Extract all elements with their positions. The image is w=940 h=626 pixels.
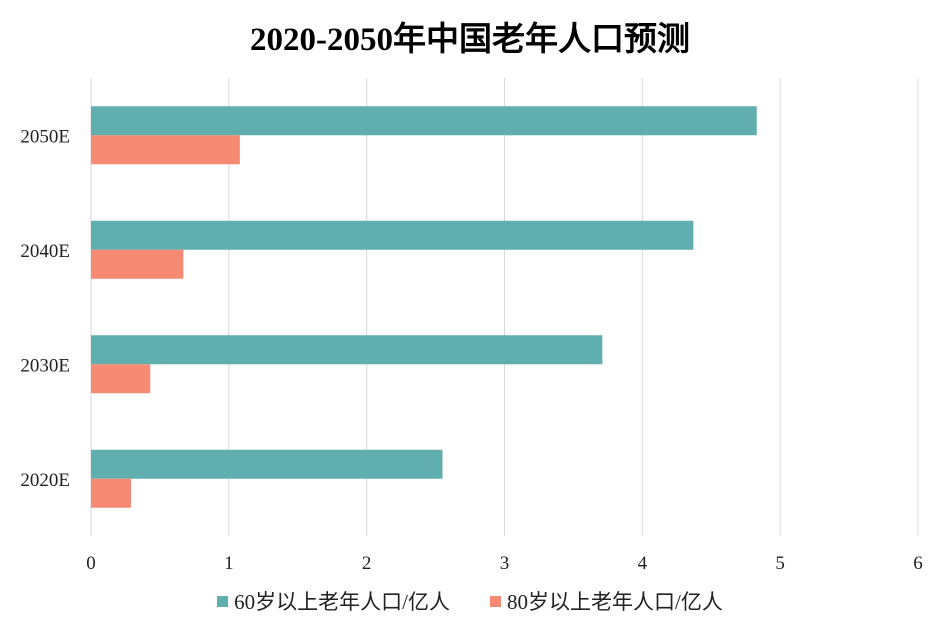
bars bbox=[91, 106, 757, 508]
x-tick-label: 2 bbox=[362, 553, 372, 574]
legend: 60岁以上老年人口/亿人 80岁以上老年人口/亿人 bbox=[0, 586, 940, 616]
x-tick-label: 0 bbox=[86, 553, 96, 574]
bar-80plus-2030E bbox=[91, 364, 151, 394]
legend-label-80plus: 80岁以上老年人口/亿人 bbox=[507, 590, 723, 614]
x-tick-label: 6 bbox=[913, 553, 923, 574]
y-category-label: 2040E bbox=[20, 241, 70, 262]
bar-60plus-2040E bbox=[91, 220, 694, 250]
x-tick-label: 4 bbox=[638, 553, 648, 574]
bar-80plus-2050E bbox=[91, 135, 240, 165]
legend-item-80plus: 80岁以上老年人口/亿人 bbox=[490, 586, 723, 616]
y-axis-categories: 2020E 2030E 2040E 2050E bbox=[20, 126, 70, 491]
bar-60plus-2030E bbox=[91, 335, 603, 365]
bar-80plus-2020E bbox=[91, 478, 131, 508]
y-category-label: 2050E bbox=[20, 126, 70, 147]
x-tick-label: 5 bbox=[775, 553, 785, 574]
legend-label-60plus: 60岁以上老年人口/亿人 bbox=[234, 590, 450, 614]
legend-item-60plus: 60岁以上老年人口/亿人 bbox=[217, 586, 450, 616]
bar-80plus-2040E bbox=[91, 249, 184, 279]
x-tick-label: 3 bbox=[500, 553, 510, 574]
x-tick-label: 1 bbox=[224, 553, 234, 574]
x-axis-ticks: 0 1 2 3 4 5 6 bbox=[86, 553, 923, 574]
bar-60plus-2050E bbox=[91, 106, 757, 136]
y-category-label: 2020E bbox=[20, 470, 70, 491]
bar-60plus-2020E bbox=[91, 449, 443, 479]
y-category-label: 2030E bbox=[20, 355, 70, 376]
legend-swatch-60plus bbox=[217, 595, 229, 607]
chart-title: 2020-2050年中国老年人口预测 bbox=[250, 22, 690, 58]
legend-swatch-80plus bbox=[490, 595, 501, 607]
